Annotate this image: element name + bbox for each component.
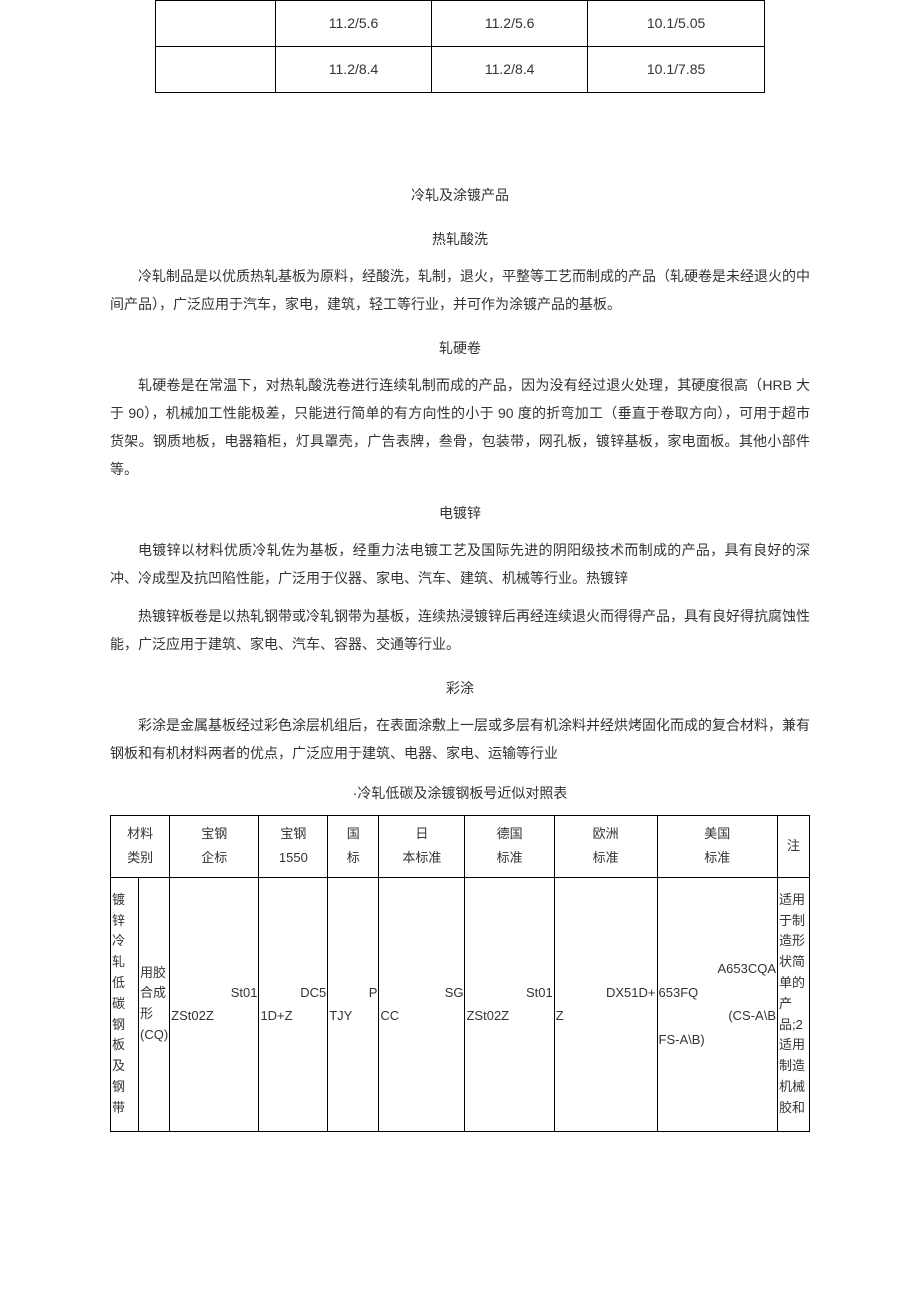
header-line: 宝钢 xyxy=(261,822,325,847)
cell: A653CQA 653FQ (CS-A\B FS-A\B) xyxy=(657,877,778,1131)
cell-line: St01 xyxy=(171,981,257,1004)
col-germany: 德国 标准 xyxy=(465,815,554,877)
cell: 11.2/5.6 xyxy=(276,1,432,47)
col-note: 注 xyxy=(778,815,810,877)
cell: St01 ZSt02Z xyxy=(465,877,554,1131)
table-header-row: 材料 类别 宝钢 企标 宝钢 1550 国 标 xyxy=(111,815,810,877)
header-line: 企标 xyxy=(172,846,256,871)
cell: SG CC xyxy=(379,877,465,1131)
cell-line: ZSt02Z xyxy=(171,1004,257,1027)
header-line: 标准 xyxy=(557,846,655,871)
cell-line: TJY xyxy=(329,1004,377,1027)
cell-line: (CS-A\B xyxy=(659,1004,777,1027)
cell-line: Z xyxy=(556,1004,656,1027)
spec-table: 材料 类别 宝钢 企标 宝钢 1550 国 标 xyxy=(110,815,810,1132)
cell: 10.1/5.05 xyxy=(588,1,765,47)
cell-line: DX51D+ xyxy=(556,981,656,1004)
col-baosteel-std: 宝钢 企标 xyxy=(170,815,259,877)
header-line: 德国 xyxy=(467,822,551,847)
section-title-reyasuansxi: 热轧酸洗 xyxy=(110,227,810,252)
header-line: 欧洲 xyxy=(557,822,655,847)
cell-empty xyxy=(156,47,276,93)
header-line: 类别 xyxy=(113,846,167,871)
header-line: 美国 xyxy=(660,822,776,847)
paragraph: 轧硬卷是在常温下，对热轧酸洗卷进行连续轧制而成的产品，因为没有经过退火处理，其硬… xyxy=(110,371,810,483)
header-line: 标 xyxy=(330,846,376,871)
paragraph: 热镀锌板卷是以热轧钢带或冷轧钢带为基板，连续热浸镀锌后再经连续退火而得得产品，具… xyxy=(110,602,810,658)
col-guobiao: 国 标 xyxy=(328,815,379,877)
cell-line: CC xyxy=(380,1004,463,1027)
col-material: 材料 类别 xyxy=(111,815,170,877)
cell: P TJY xyxy=(328,877,379,1131)
header-line: 本标准 xyxy=(381,846,462,871)
cell: St01 ZSt02Z xyxy=(170,877,259,1131)
cell: DX51D+ Z xyxy=(554,877,657,1131)
cell-line: ZSt02Z xyxy=(466,1004,552,1027)
cell-line: A653CQA xyxy=(659,957,777,980)
cell-line: SG xyxy=(380,981,463,1004)
table-row: 11.2/8.4 11.2/8.4 10.1/7.85 xyxy=(156,47,765,93)
section-title-zhayingjuan: 轧硬卷 xyxy=(110,336,810,361)
col-baosteel-1550: 宝钢 1550 xyxy=(259,815,328,877)
col-europe: 欧洲 标准 xyxy=(554,815,657,877)
cell: 11.2/8.4 xyxy=(276,47,432,93)
col-japan: 日 本标准 xyxy=(379,815,465,877)
cell-empty xyxy=(156,1,276,47)
cell-line: P xyxy=(329,981,377,1004)
table-row: 11.2/5.6 11.2/5.6 10.1/5.05 xyxy=(156,1,765,47)
cell: 11.2/5.6 xyxy=(432,1,588,47)
top-data-table: 11.2/5.6 11.2/5.6 10.1/5.05 11.2/8.4 11.… xyxy=(155,0,765,93)
cell: DC5 1D+Z xyxy=(259,877,328,1131)
header-line: 日 xyxy=(381,822,462,847)
cell-line: DC5 xyxy=(260,981,326,1004)
paragraph: 电镀锌以材料优质冷轧佐为基板，经重力法电镀工艺及国际先进的阴阳级技术而制成的产品… xyxy=(110,536,810,592)
spec-table-title: ·冷轧低碳及涂镀钢板号近似对照表 xyxy=(110,781,810,806)
main-title: 冷轧及涂镀产品 xyxy=(110,183,810,208)
col-usa: 美国 标准 xyxy=(657,815,778,877)
content-area: 冷轧及涂镀产品 热轧酸洗 冷轧制品是以优质热轧基板为原料，经酸洗，轧制，退火，平… xyxy=(0,93,920,1181)
header-line: 宝钢 xyxy=(172,822,256,847)
cell-line: 1D+Z xyxy=(260,1004,326,1027)
header-line: 材料 xyxy=(113,822,167,847)
cell: 11.2/8.4 xyxy=(432,47,588,93)
paragraph: 冷轧制品是以优质热轧基板为原料，经酸洗，轧制，退火，平整等工艺而制成的产品（轧硬… xyxy=(110,262,810,318)
document-page: 11.2/5.6 11.2/5.6 10.1/5.05 11.2/8.4 11.… xyxy=(0,0,920,1302)
cell-note: 适用于制造形状简单的产品;2适用制造机械胶和 xyxy=(778,877,810,1131)
section-title-dianduzink: 电镀锌 xyxy=(110,501,810,526)
cell: 10.1/7.85 xyxy=(588,47,765,93)
cell-category-1: 镀锌冷轧低碳钢板及钢带 xyxy=(111,877,139,1131)
cell-line: FS-A\B) xyxy=(659,1028,777,1051)
header-line: 1550 xyxy=(261,846,325,871)
table-row: 镀锌冷轧低碳钢板及钢带 用胶合成形(CQ) St01 ZSt02Z DC5 1D… xyxy=(111,877,810,1131)
cell-line: 653FQ xyxy=(659,981,777,1004)
header-line: 标准 xyxy=(467,846,551,871)
paragraph: 彩涂是金属基板经过彩色涂层机组后，在表面涂敷上一层或多层有机涂料并经烘烤固化而成… xyxy=(110,711,810,767)
header-line: 国 xyxy=(330,822,376,847)
cell-category-2: 用胶合成形(CQ) xyxy=(139,877,170,1131)
cell-line: St01 xyxy=(466,981,552,1004)
section-title-caitu: 彩涂 xyxy=(110,676,810,701)
header-line: 标准 xyxy=(660,846,776,871)
